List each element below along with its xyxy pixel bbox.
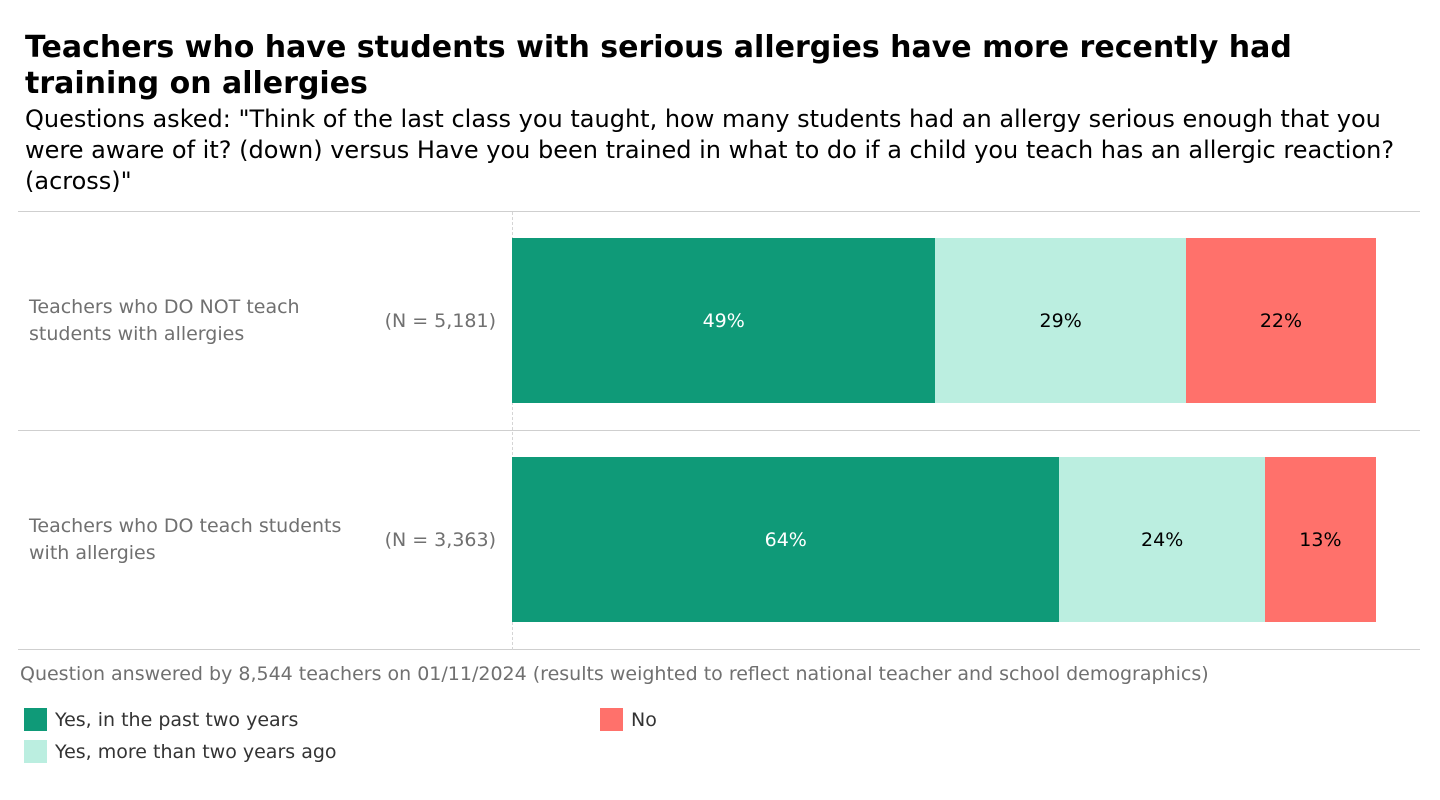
bar-segment-yes-recent: 64% — [512, 457, 1060, 622]
row-sample-size-2: (N = 3,363) — [384, 529, 496, 551]
bar-segment-no: 13% — [1264, 457, 1376, 622]
legend-label-no: No — [631, 708, 657, 731]
chart-footnote: Question answered by 8,544 teachers on 0… — [20, 663, 1209, 685]
bar-segment-yes-older: 24% — [1059, 457, 1265, 622]
legend-swatch-yes-recent — [24, 708, 47, 731]
chart-subtitle: Questions asked: "Think of the last clas… — [25, 105, 1395, 195]
row-sample-size-1: (N = 5,181) — [384, 310, 496, 332]
legend-swatch-no — [600, 708, 623, 731]
chart-title: Teachers who have students with serious … — [25, 30, 1292, 101]
row-label-2: Teachers who DO teach students with alle… — [29, 515, 342, 564]
stacked-bar-1: 49% 29% 22% — [512, 238, 1376, 403]
top-divider — [18, 211, 1420, 212]
bar-segment-no: 22% — [1185, 238, 1376, 403]
legend-item-yes-recent: Yes, in the past two years — [24, 708, 298, 731]
bar-value-label: 49% — [702, 309, 745, 332]
bar-value-label: 64% — [764, 528, 807, 551]
bar-value-label: 22% — [1259, 309, 1303, 332]
bar-segment-yes-recent: 49% — [512, 238, 936, 403]
stacked-bar-2: 64% 24% 13% — [512, 457, 1376, 622]
legend-label-yes-older: Yes, more than two years ago — [55, 740, 337, 763]
bottom-divider — [18, 649, 1420, 650]
row-label-1: Teachers who DO NOT teach students with … — [29, 296, 300, 345]
bar-value-label: 13% — [1299, 528, 1342, 551]
legend-label-yes-recent: Yes, in the past two years — [55, 708, 299, 731]
legend-item-no: No — [600, 708, 657, 731]
legend-item-yes-older: Yes, more than two years ago — [24, 740, 337, 763]
bar-segment-yes-older: 29% — [935, 238, 1186, 403]
bar-value-label: 29% — [1039, 309, 1082, 332]
legend-swatch-yes-older — [24, 740, 47, 763]
row-divider — [18, 430, 1420, 431]
bar-value-label: 24% — [1141, 528, 1184, 551]
bar-start-axis-line — [512, 212, 513, 650]
